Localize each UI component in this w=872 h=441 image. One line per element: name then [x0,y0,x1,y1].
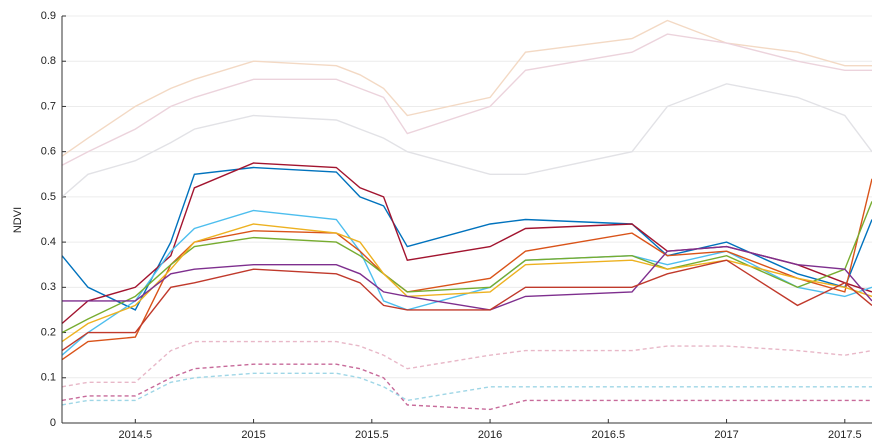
x-tick-label: 2016 [478,429,502,441]
y-tick-label: 0.1 [41,372,56,384]
y-tick-label: 0.4 [41,236,56,248]
series-line [61,259,872,352]
x-tick-label: 2015 [241,429,265,441]
y-tick-label: 0.7 [41,100,56,112]
y-tick-label: 0.6 [41,146,56,158]
series-line [61,201,872,334]
y-tick-label: 0.9 [41,10,56,22]
x-tick-label: 2014.5 [118,429,152,441]
x-tick-label: 2015.5 [355,429,389,441]
y-tick-label: 0 [50,417,56,429]
y-axis-label: NDVI [12,207,24,233]
x-tick-label: 2016.5 [591,429,625,441]
y-tick-label: 0.5 [41,191,56,203]
series-line [61,209,872,356]
series-line [61,372,872,406]
series-line [62,245,872,311]
series-line [61,223,872,343]
y-tick-label: 0.3 [41,281,56,293]
x-tick-label: 2017.5 [828,429,862,441]
series-line [61,19,872,157]
x-tick-label: 2017 [714,429,738,441]
series-line [61,83,872,198]
y-tick-label: 0.8 [41,55,56,67]
series-line [61,340,872,388]
series-line [61,363,872,411]
series-line [61,162,872,325]
series-line [61,33,872,166]
y-tick-label: 0.2 [41,326,56,338]
series-line [61,166,872,311]
